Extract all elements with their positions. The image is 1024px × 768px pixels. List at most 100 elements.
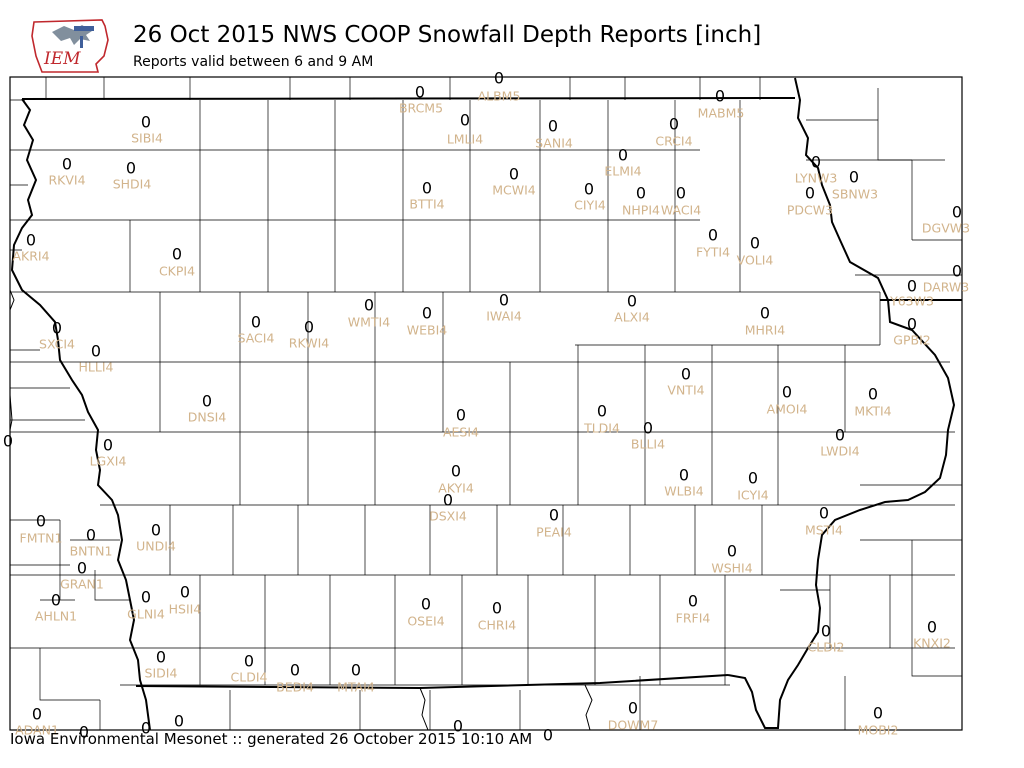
station-label-dgvw3: DGVW3 (922, 221, 970, 236)
station-label-shdi4: SHDI4 (113, 177, 152, 192)
station-label-waci4: WACI4 (661, 203, 701, 218)
station-value-rkwi4: 0 (304, 318, 314, 337)
station-value-albm5: 0 (494, 69, 504, 88)
map-subtitle: Reports valid between 6 and 9 AM (133, 54, 374, 70)
station-label-mobi2: MOBI2 (858, 723, 899, 738)
station-label-elmi4: ELMI4 (604, 164, 641, 179)
logo-text: IEM (43, 49, 81, 69)
station-label-lgxi4: LGXI4 (90, 454, 127, 469)
station-label-webi4: WEBI4 (407, 323, 448, 338)
station-value-peai4: 0 (549, 506, 559, 525)
station-value-mabm5: 0 (715, 87, 725, 106)
station-label-pdcw3: PDCW3 (787, 203, 833, 218)
station-label-rkvi4: RKVI4 (48, 173, 85, 188)
state-boundaries (10, 77, 962, 730)
station-value-ciyi4: 0 (584, 180, 594, 199)
station-value-chri4: 0 (492, 599, 502, 618)
station-value-partial: 0 (141, 719, 151, 738)
station-value-wshi4: 0 (727, 542, 737, 561)
station-value-hlli4: 0 (91, 342, 101, 361)
station-label-ciyi4: CIYI4 (574, 198, 606, 213)
station-label-dowm7: DOWM7 (608, 718, 659, 733)
station-label-undi4: UNDI4 (136, 539, 176, 554)
station-value-crci4: 0 (669, 115, 679, 134)
station-value-akri4: 0 (26, 231, 36, 250)
station-label-aesi4: AESI4 (443, 425, 479, 440)
station-value-dowm7: 0 (628, 699, 638, 718)
station-label-darw3: DARW3 (923, 280, 969, 295)
station-label-msti4: MSTI4 (805, 523, 843, 538)
station-label-y63w3: Y63W3 (889, 294, 934, 309)
station-value-frfi4: 0 (688, 592, 698, 611)
station-value-ahln1: 0 (51, 591, 61, 610)
station-label-mcwi4: MCWI4 (492, 183, 536, 198)
station-value-y63w3: 0 (907, 277, 917, 296)
station-label-peai4: PEAI4 (536, 525, 572, 540)
station-label-dnsi4: DNSI4 (188, 410, 227, 425)
station-label-voli4: VOLI4 (737, 253, 774, 268)
station-label-glni4: GLNI4 (127, 607, 165, 622)
station-label-saci4: SACI4 (238, 331, 275, 346)
station-value-hsii4: 0 (180, 583, 190, 602)
station-value-wlbi4: 0 (679, 466, 689, 485)
station-label-vnti4: VNTI4 (667, 383, 704, 398)
station-label-gpbi2: GPBI2 (893, 333, 930, 348)
station-label-cldi4: CLDI4 (231, 670, 268, 685)
station-label-sxci4: SXCI4 (39, 337, 75, 352)
station-label-alxi4: ALXI4 (614, 310, 650, 325)
map-title: 26 Oct 2015 NWS COOP Snowfall Depth Repo… (133, 22, 762, 48)
station-value-sbnw3: 0 (849, 168, 859, 187)
station-label-wshi4: WSHI4 (711, 561, 752, 576)
station-label-rkwi4: RKWI4 (289, 336, 329, 351)
station-value-amoi4: 0 (782, 383, 792, 402)
station-value-pdcw3: 0 (805, 184, 815, 203)
station-value-fyti4: 0 (708, 226, 718, 245)
station-value-voli4: 0 (750, 234, 760, 253)
station-label-mabm5: MABM5 (698, 106, 745, 121)
station-label-lwdi4: LWDI4 (820, 444, 859, 459)
station-label-akyi4: AKYI4 (438, 481, 474, 496)
station-value-mkti4: 0 (868, 385, 878, 404)
station-value-dnsi4: 0 (202, 392, 212, 411)
station-label-sidi4: SIDI4 (145, 666, 178, 681)
station-label-tldi4: TLDI4 (583, 421, 620, 436)
station-value-sibi4: 0 (141, 113, 151, 132)
station-value-saci4: 0 (251, 313, 261, 332)
station-label-crci4: CRCI4 (655, 134, 692, 149)
station-value-shdi4: 0 (126, 159, 136, 178)
station-label-iwai4: IWAI4 (486, 309, 522, 324)
station-value-msti4: 0 (819, 504, 829, 523)
station-label-ahln1: AHLN1 (35, 609, 77, 624)
station-value-sxci4: 0 (52, 319, 62, 338)
station-value-bedi4: 0 (290, 661, 300, 680)
station-value-lynw3: 0 (811, 153, 821, 172)
county-boundaries (10, 77, 962, 730)
station-label-dsxi4: DSXI4 (429, 509, 467, 524)
station-value-cldi4: 0 (244, 652, 254, 671)
station-label-bntn1: BNTN1 (70, 544, 113, 559)
station-label-fyti4: FYTI4 (696, 245, 730, 260)
station-value-partial: 0 (174, 712, 184, 731)
iem-logo: IEM (31, 19, 109, 73)
station-label-mtai4: MTAI4 (337, 680, 375, 695)
station-value-mcwi4: 0 (509, 165, 519, 184)
station-value-vnti4: 0 (681, 365, 691, 384)
station-label-sibi4: SIBI4 (131, 131, 163, 146)
station-label-ckpi4: CKPI4 (159, 264, 195, 279)
station-value-lwdi4: 0 (835, 426, 845, 445)
station-label-sbnw3: SBNW3 (832, 187, 878, 202)
station-value-partial: 0 (543, 726, 553, 745)
station-label-akri4: AKRI4 (12, 249, 49, 264)
station-label-icyi4: ICYI4 (737, 488, 769, 503)
station-value-glni4: 0 (141, 588, 151, 607)
station-label-hsii4: HSII4 (169, 602, 202, 617)
station-label-gran1: GRAN1 (60, 577, 104, 592)
station-label-frfi4: FRFI4 (676, 611, 711, 626)
station-label-adan1: ADAN1 (15, 723, 59, 738)
station-value-iwai4: 0 (499, 291, 509, 310)
station-value-wmti4: 0 (364, 296, 374, 315)
station-label-hlli4: HLLI4 (79, 360, 114, 375)
station-value-nhpi4: 0 (636, 184, 646, 203)
station-value-lmli4: 0 (460, 111, 470, 130)
